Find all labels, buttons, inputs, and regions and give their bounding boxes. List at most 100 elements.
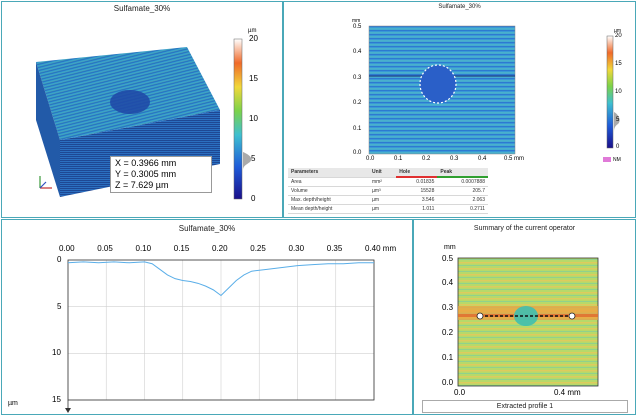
table-cell: µm (368, 204, 397, 214)
height-map[interactable] (284, 2, 635, 167)
readout-z: Z = 7.629 µm (115, 180, 169, 190)
table-row: Mean depth/height µm 1.011 0.2711 (288, 204, 488, 214)
x-tick: 0.4 (478, 156, 487, 162)
x-tick: 0.0 (366, 156, 375, 162)
color-scale-bar (606, 35, 614, 149)
x-tick-label: 0.25 (250, 244, 266, 253)
histogram-shape (243, 152, 252, 170)
y-tick-label: 10 (52, 348, 61, 358)
hole-contour[interactable] (419, 64, 457, 104)
panel-3d-view[interactable]: Sulfamate_30% (1, 1, 283, 218)
x-tick: 0.2 (422, 156, 431, 162)
panel-summary[interactable]: Summary of the current operator mm 0.5 0… (413, 219, 636, 415)
panel-2d-map[interactable]: Sulfamate_30% mm 0.5 0.4 0.3 (283, 1, 636, 218)
scale-tick-15: 15 (249, 74, 258, 83)
scale-tick: 5 (616, 117, 620, 123)
y-tick: 0.5 (353, 24, 362, 30)
profile-start-handle[interactable] (476, 312, 484, 320)
y-tick: 0.5 (442, 254, 454, 263)
color-scale-bar (233, 38, 243, 200)
scale-tick: 10 (615, 89, 622, 95)
axis-triad-icon (39, 176, 52, 189)
panel-title: Sulfamate_30% (178, 224, 236, 233)
y-tick: 0.4 (442, 278, 454, 287)
x-tick-label: 0.20 (212, 244, 228, 253)
x-tick-label: 0.10 (135, 244, 152, 253)
y-tick-label: 5 (57, 301, 62, 311)
surface-side-left (36, 62, 60, 197)
y-tick: 0.1 (353, 126, 362, 132)
table-header: Peak (437, 168, 488, 178)
table-cell: 0.01835 (396, 177, 438, 187)
panel-title: Sulfamate_30% (438, 4, 481, 10)
x-tick-label: 0.30 (288, 244, 305, 253)
y-tick: 0.3 (442, 303, 454, 312)
y-tick-label: 0 (57, 255, 62, 264)
y-tick: 0.0 (353, 150, 362, 156)
table-cell: Mean depth/height (288, 204, 369, 214)
surface-side-front (60, 110, 220, 197)
scale-tick: 15 (615, 61, 622, 67)
x-tick-label: 0.15 (173, 244, 190, 253)
table-row: Area mm² 0.01835 0.0007888 (288, 177, 488, 187)
readout-x: X = 0.3966 mm (115, 158, 177, 168)
surface-3d-render[interactable] (2, 2, 282, 217)
y-tick: 0.2 (442, 328, 454, 337)
nm-legend-label: NM (613, 157, 621, 163)
table-header: Unit (368, 168, 397, 178)
summary-map[interactable] (414, 220, 635, 414)
x-tick: 0.0 (454, 388, 466, 397)
scale-tick-0: 0 (251, 194, 256, 203)
parameters-table: Parameters Unit Hole Peak Area mm² 0.018… (288, 168, 488, 214)
scale-tick-10: 10 (249, 114, 258, 123)
x-tick: 0.5 mm (504, 156, 525, 162)
y-axis-unit: µm (8, 400, 18, 407)
table-cell: µm (368, 195, 397, 205)
panel-title: Sulfamate_30% (113, 4, 171, 13)
table-cell: 1.011 (396, 204, 438, 214)
panel-profile[interactable]: Sulfamate_30% 0.00 0.05 0.10 0.15 0.20 0.25 0.… (1, 219, 413, 415)
y-axis-unit: mm (444, 244, 456, 251)
nm-legend-swatch (603, 157, 611, 162)
x-tick-label: 0.40 mm (365, 244, 397, 253)
table-header-row: Parameters Unit Hole Peak (288, 168, 488, 178)
table-cell: Max. depth/height (288, 195, 369, 205)
table-cell: 0.0007888 (437, 177, 488, 187)
table-cell: Area (288, 177, 369, 187)
table-cell: 205.7 (437, 186, 488, 196)
panel-title: Summary of the current operator (473, 225, 576, 232)
profile-end-handle[interactable] (568, 312, 576, 320)
x-tick-label: 0.35 (326, 244, 343, 253)
table-row: Max. depth/height µm 3.546 2.063 (288, 195, 488, 205)
x-tick: 0.3 (450, 156, 459, 162)
scale-tick: 0 (616, 144, 620, 150)
scale-tick: 20 (615, 33, 622, 39)
y-tick: 0.4 (353, 49, 362, 55)
y-tick: 0.3 (353, 75, 362, 81)
y-tick: 0.0 (442, 378, 454, 387)
scale-unit: µm (248, 28, 257, 34)
x-tick-label: 0.00 (59, 244, 75, 253)
y-axis-arrowhead (65, 408, 71, 413)
table-cell: 0.2711 (437, 204, 488, 214)
scale-tick-20: 20 (249, 34, 258, 43)
scale-tick-5: 5 (251, 154, 256, 163)
table-cell: mm² (368, 177, 397, 187)
y-tick: 0.2 (353, 100, 362, 106)
table-header: Hole (396, 168, 438, 178)
x-tick: 0.4 mm (554, 388, 581, 397)
y-axis-unit: mm (352, 18, 361, 24)
readout-y: Y = 0.3005 mm (115, 169, 177, 179)
table-row: Volume µm³ 15528 205.7 (288, 186, 488, 196)
coordinate-readout: X = 0.3966 mm Y = 0.3005 mm Z = 7.629 µm (110, 156, 212, 193)
profile-series-line (67, 261, 374, 297)
scale-unit: µm (614, 28, 622, 34)
extracted-profile-button[interactable]: Extracted profile 1 (422, 400, 628, 413)
y-tick: 0.1 (442, 353, 454, 362)
table-cell: 3.546 (396, 195, 438, 205)
plot-frame (67, 259, 375, 401)
table-cell: 2.063 (437, 195, 488, 205)
x-tick-label: 0.05 (97, 244, 113, 253)
profile-chart[interactable] (2, 220, 412, 414)
x-tick: 0.1 (394, 156, 403, 162)
